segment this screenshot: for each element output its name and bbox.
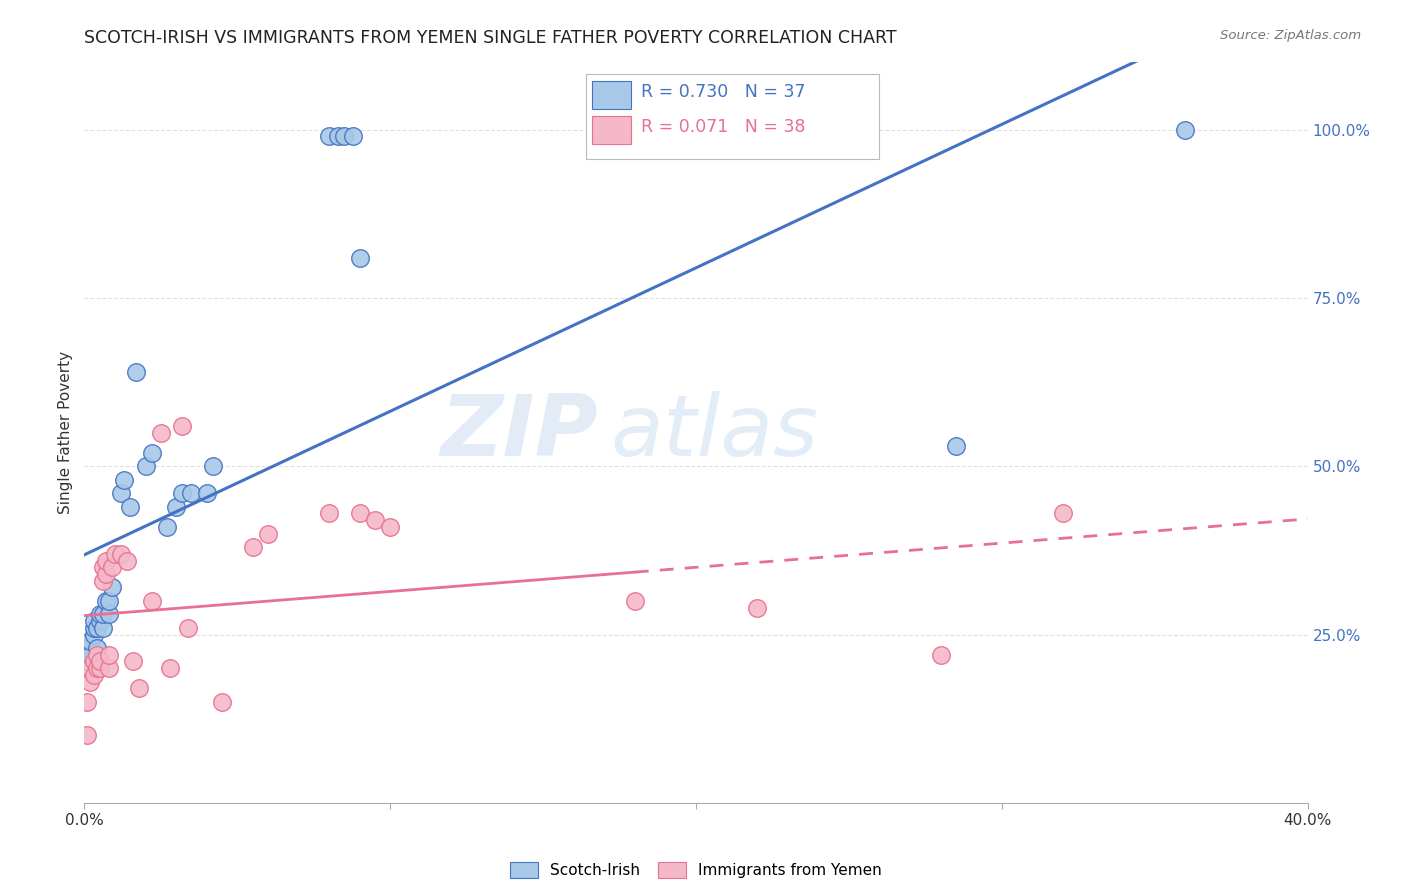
Point bbox=[79, 648, 101, 662]
Point bbox=[91, 574, 114, 588]
Point bbox=[104, 547, 127, 561]
Point bbox=[94, 566, 117, 581]
Point bbox=[349, 251, 371, 265]
Point bbox=[76, 729, 98, 743]
Point bbox=[89, 655, 111, 669]
Point bbox=[165, 500, 187, 514]
Point bbox=[89, 661, 111, 675]
Point bbox=[94, 594, 117, 608]
Point bbox=[86, 640, 108, 655]
FancyBboxPatch shape bbox=[592, 81, 631, 109]
Point bbox=[79, 674, 101, 689]
Point bbox=[83, 655, 105, 669]
Text: SCOTCH-IRISH VS IMMIGRANTS FROM YEMEN SINGLE FATHER POVERTY CORRELATION CHART: SCOTCH-IRISH VS IMMIGRANTS FROM YEMEN SI… bbox=[84, 29, 897, 47]
Y-axis label: Single Father Poverty: Single Father Poverty bbox=[58, 351, 73, 514]
Point bbox=[79, 661, 101, 675]
Point bbox=[149, 425, 172, 440]
Point bbox=[86, 621, 108, 635]
Point bbox=[156, 520, 179, 534]
Point bbox=[76, 695, 98, 709]
Point bbox=[79, 634, 101, 648]
Point bbox=[364, 513, 387, 527]
Point bbox=[328, 129, 350, 144]
Point bbox=[929, 648, 952, 662]
Point bbox=[624, 594, 647, 608]
Text: R = 0.730   N = 37: R = 0.730 N = 37 bbox=[641, 83, 806, 101]
Point bbox=[86, 655, 108, 669]
Point bbox=[159, 661, 181, 675]
Text: ZIP: ZIP bbox=[440, 391, 598, 475]
Point bbox=[97, 594, 120, 608]
Point bbox=[257, 526, 280, 541]
Point bbox=[135, 459, 157, 474]
Point bbox=[342, 129, 364, 144]
Point bbox=[83, 627, 105, 641]
Legend: Scotch-Irish, Immigrants from Yemen: Scotch-Irish, Immigrants from Yemen bbox=[502, 855, 890, 886]
Point bbox=[125, 365, 148, 379]
Point bbox=[83, 668, 105, 682]
Point bbox=[333, 129, 356, 144]
Point bbox=[76, 640, 98, 655]
Text: Source: ZipAtlas.com: Source: ZipAtlas.com bbox=[1220, 29, 1361, 42]
Point bbox=[120, 500, 142, 514]
Point bbox=[112, 473, 135, 487]
Point bbox=[83, 614, 105, 628]
Point bbox=[97, 661, 120, 675]
Point bbox=[91, 607, 114, 622]
Point bbox=[211, 695, 233, 709]
FancyBboxPatch shape bbox=[586, 73, 880, 159]
Point bbox=[128, 681, 150, 696]
Point bbox=[89, 614, 111, 628]
Point bbox=[747, 600, 769, 615]
Point bbox=[110, 486, 132, 500]
Point bbox=[101, 560, 124, 574]
Point bbox=[122, 655, 145, 669]
Point bbox=[172, 486, 194, 500]
Point bbox=[86, 648, 108, 662]
Point bbox=[115, 553, 138, 567]
Point bbox=[94, 553, 117, 567]
Point bbox=[97, 607, 120, 622]
Point bbox=[201, 459, 224, 474]
Point bbox=[91, 560, 114, 574]
Point bbox=[86, 661, 108, 675]
Point bbox=[76, 655, 98, 669]
Point bbox=[83, 621, 105, 635]
Point bbox=[141, 446, 163, 460]
Point bbox=[349, 507, 371, 521]
Point bbox=[91, 621, 114, 635]
Point bbox=[1174, 122, 1197, 136]
Point bbox=[177, 621, 200, 635]
Point bbox=[318, 507, 340, 521]
Point bbox=[97, 648, 120, 662]
Text: R = 0.071   N = 38: R = 0.071 N = 38 bbox=[641, 118, 806, 136]
Point bbox=[172, 418, 194, 433]
Point bbox=[101, 581, 124, 595]
Text: atlas: atlas bbox=[610, 391, 818, 475]
Point bbox=[141, 594, 163, 608]
Point bbox=[195, 486, 218, 500]
Point bbox=[242, 540, 264, 554]
Point bbox=[318, 129, 340, 144]
Point bbox=[1052, 507, 1074, 521]
Point bbox=[180, 486, 202, 500]
Point bbox=[110, 547, 132, 561]
FancyBboxPatch shape bbox=[592, 116, 631, 144]
Point bbox=[380, 520, 402, 534]
Point bbox=[89, 607, 111, 622]
Point bbox=[945, 439, 967, 453]
